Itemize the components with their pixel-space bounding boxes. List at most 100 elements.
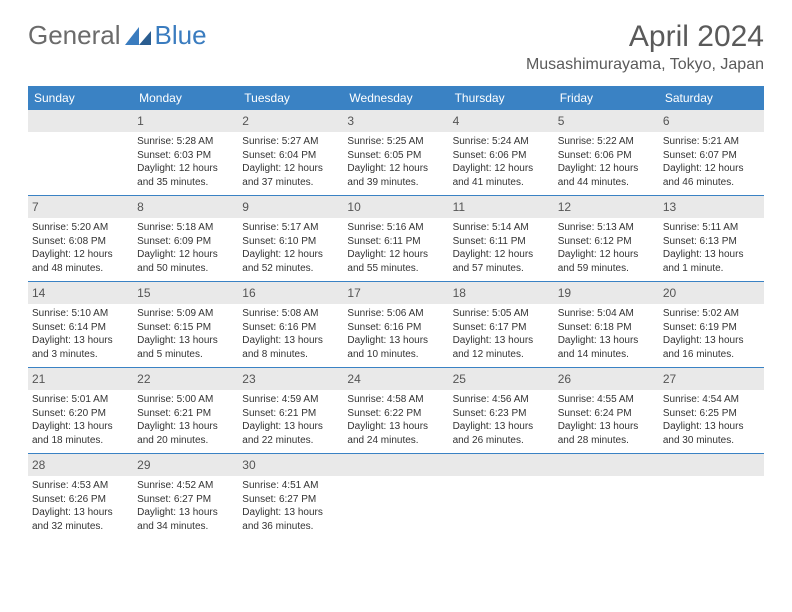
daylight-line: Daylight: 13 hours: [663, 334, 760, 348]
daylight-line: and 5 minutes.: [137, 348, 234, 362]
daylight-line: and 59 minutes.: [558, 262, 655, 276]
day-number-bar: 10: [343, 196, 448, 218]
day-number-bar: 27: [659, 368, 764, 390]
day-number-bar: 28: [28, 454, 133, 476]
daylight-line: Daylight: 13 hours: [558, 334, 655, 348]
daylight-line: and 57 minutes.: [453, 262, 550, 276]
sunset-line: Sunset: 6:17 PM: [453, 321, 550, 335]
daylight-line: Daylight: 12 hours: [453, 248, 550, 262]
day-cell: 26Sunrise: 4:55 AMSunset: 6:24 PMDayligh…: [554, 368, 659, 453]
sunrise-line: Sunrise: 5:13 AM: [558, 221, 655, 235]
day-number-bar: 19: [554, 282, 659, 304]
day-number: 26: [558, 372, 571, 386]
day-number: 13: [663, 200, 676, 214]
sunrise-line: Sunrise: 5:25 AM: [347, 135, 444, 149]
day-number-bar: 5: [554, 110, 659, 132]
day-number: 30: [242, 458, 255, 472]
day-header-row: SundayMondayTuesdayWednesdayThursdayFrid…: [28, 86, 764, 110]
daylight-line: Daylight: 13 hours: [32, 334, 129, 348]
daylight-line: Daylight: 13 hours: [347, 420, 444, 434]
day-number-bar: 4: [449, 110, 554, 132]
day-cell: 3Sunrise: 5:25 AMSunset: 6:05 PMDaylight…: [343, 110, 448, 195]
day-number: 25: [453, 372, 466, 386]
week-row: 14Sunrise: 5:10 AMSunset: 6:14 PMDayligh…: [28, 282, 764, 368]
daylight-line: Daylight: 12 hours: [558, 248, 655, 262]
daylight-line: Daylight: 12 hours: [347, 248, 444, 262]
day-cell: 20Sunrise: 5:02 AMSunset: 6:19 PMDayligh…: [659, 282, 764, 367]
sunrise-line: Sunrise: 5:18 AM: [137, 221, 234, 235]
sunrise-line: Sunrise: 4:58 AM: [347, 393, 444, 407]
day-number: 29: [137, 458, 150, 472]
day-number: 9: [242, 200, 249, 214]
day-cell: 12 Sunrise: 5:13 AMSunset: 6:12 PMDayligh…: [554, 196, 659, 281]
day-number: 4: [453, 114, 460, 128]
day-number: [347, 458, 350, 472]
day-cell: [449, 454, 554, 539]
daylight-line: and 39 minutes.: [347, 176, 444, 190]
day-number: [32, 114, 35, 128]
sunrise-line: Sunrise: 5:21 AM: [663, 135, 760, 149]
sunrise-line: Sunrise: 5:04 AM: [558, 307, 655, 321]
sunset-line: Sunset: 6:11 PM: [347, 235, 444, 249]
day-number-bar: [554, 454, 659, 476]
day-cell: [343, 454, 448, 539]
day-number-bar: [343, 454, 448, 476]
day-number: [558, 458, 561, 472]
logo-mark-icon: [125, 27, 151, 45]
sunset-line: Sunset: 6:03 PM: [137, 149, 234, 163]
sunrise-line: Sunrise: 5:05 AM: [453, 307, 550, 321]
sunset-line: Sunset: 6:22 PM: [347, 407, 444, 421]
day-cell: 16Sunrise: 5:08 AMSunset: 6:16 PMDayligh…: [238, 282, 343, 367]
sunrise-line: Sunrise: 5:06 AM: [347, 307, 444, 321]
daylight-line: Daylight: 13 hours: [453, 334, 550, 348]
daylight-line: and 44 minutes.: [558, 176, 655, 190]
sunset-line: Sunset: 6:04 PM: [242, 149, 339, 163]
day-number-bar: [659, 454, 764, 476]
daylight-line: Daylight: 13 hours: [663, 420, 760, 434]
day-cell: 1Sunrise: 5:28 AMSunset: 6:03 PMDaylight…: [133, 110, 238, 195]
day-number-bar: 30: [238, 454, 343, 476]
daylight-line: Daylight: 13 hours: [242, 506, 339, 520]
daylight-line: Daylight: 13 hours: [32, 420, 129, 434]
sunset-line: Sunset: 6:23 PM: [453, 407, 550, 421]
day-header: Wednesday: [343, 86, 448, 110]
day-cell: 5Sunrise: 5:22 AMSunset: 6:06 PMDaylight…: [554, 110, 659, 195]
daylight-line: and 16 minutes.: [663, 348, 760, 362]
sunrise-line: Sunrise: 5:09 AM: [137, 307, 234, 321]
daylight-line: and 41 minutes.: [453, 176, 550, 190]
sunrise-line: Sunrise: 5:01 AM: [32, 393, 129, 407]
day-cell: 13Sunrise: 5:11 AMSunset: 6:13 PMDayligh…: [659, 196, 764, 281]
sunrise-line: Sunrise: 4:56 AM: [453, 393, 550, 407]
day-number: 21: [32, 372, 45, 386]
daylight-line: Daylight: 12 hours: [663, 162, 760, 176]
day-number-bar: 25: [449, 368, 554, 390]
daylight-line: Daylight: 13 hours: [137, 334, 234, 348]
sunset-line: Sunset: 6:14 PM: [32, 321, 129, 335]
day-number: 19: [558, 286, 571, 300]
daylight-line: and 10 minutes.: [347, 348, 444, 362]
daylight-line: Daylight: 13 hours: [453, 420, 550, 434]
sunrise-line: Sunrise: 5:14 AM: [453, 221, 550, 235]
day-number: 2: [242, 114, 249, 128]
sunset-line: Sunset: 6:08 PM: [32, 235, 129, 249]
day-number-bar: 12: [554, 196, 659, 218]
sunset-line: Sunset: 6:12 PM: [558, 235, 655, 249]
logo-text-blue: Blue: [155, 20, 207, 51]
sunset-line: Sunset: 6:19 PM: [663, 321, 760, 335]
day-number-bar: [449, 454, 554, 476]
title-block: April 2024 Musashimurayama, Tokyo, Japan: [526, 20, 764, 74]
day-number-bar: 8: [133, 196, 238, 218]
sunrise-line: Sunrise: 5:11 AM: [663, 221, 760, 235]
day-cell: 21Sunrise: 5:01 AMSunset: 6:20 PMDayligh…: [28, 368, 133, 453]
sunrise-line: Sunrise: 5:20 AM: [32, 221, 129, 235]
day-cell: 17Sunrise: 5:06 AMSunset: 6:16 PMDayligh…: [343, 282, 448, 367]
day-number: 7: [32, 200, 39, 214]
daylight-line: Daylight: 12 hours: [558, 162, 655, 176]
sunrise-line: Sunrise: 5:28 AM: [137, 135, 234, 149]
sunset-line: Sunset: 6:25 PM: [663, 407, 760, 421]
sunrise-line: Sunrise: 4:51 AM: [242, 479, 339, 493]
sunrise-line: Sunrise: 4:52 AM: [137, 479, 234, 493]
day-number: 11: [453, 200, 465, 214]
sunrise-line: Sunrise: 4:54 AM: [663, 393, 760, 407]
sunset-line: Sunset: 6:09 PM: [137, 235, 234, 249]
